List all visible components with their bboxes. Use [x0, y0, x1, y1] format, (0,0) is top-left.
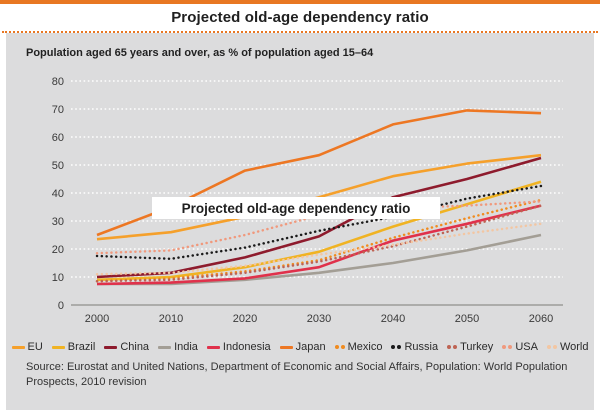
- legend-item-eu: EU: [11, 341, 43, 353]
- source-line-2: Population Prospects, 2010 revision: [26, 361, 568, 388]
- legend-item-usa: USA: [502, 341, 538, 353]
- legend-label: China: [120, 341, 150, 353]
- series-line-turkey: [95, 204, 543, 283]
- x-tick-label: 2000: [85, 313, 109, 325]
- chart-subtitle: Population aged 65 years and over, as % …: [26, 47, 374, 59]
- y-tick-label: 10: [52, 272, 64, 284]
- y-tick-label: 60: [52, 132, 64, 144]
- legend-item-mexico: Mexico: [334, 341, 383, 353]
- x-tick-label: 2040: [381, 313, 405, 325]
- legend-item-india: India: [158, 341, 198, 353]
- y-tick-label: 20: [52, 244, 64, 256]
- legend-swatch-india: [158, 345, 172, 349]
- top-accent-bar: [0, 0, 600, 4]
- series-line-china: [96, 156, 542, 279]
- y-tick-label: 0: [58, 300, 64, 312]
- x-tick-label: 2030: [307, 313, 331, 325]
- legend-swatch-eu: [11, 345, 25, 349]
- x-tick-label: 2050: [455, 313, 479, 325]
- dotted-divider: [2, 31, 598, 33]
- legend-swatch-japan: [279, 345, 293, 349]
- legend-label: India: [174, 341, 198, 353]
- source-line-1: Source: Eurostat and United Nations, Dep…: [26, 361, 513, 373]
- legend-item-japan: Japan: [279, 341, 326, 353]
- legend-item-world: World: [546, 341, 589, 353]
- legend-label: Turkey: [460, 341, 494, 353]
- series-line-russia: [95, 184, 543, 261]
- legend-item-indonesia: Indonesia: [206, 341, 271, 353]
- title-row: Projected old-age dependency ratio: [0, 4, 600, 31]
- legend-label: USA: [515, 341, 538, 353]
- x-tick-label: 2010: [159, 313, 183, 325]
- y-tick-label: 50: [52, 160, 64, 172]
- series-line-india: [97, 233, 542, 286]
- legend-label: Russia: [404, 341, 439, 353]
- legend-item-russia: Russia: [391, 341, 438, 353]
- y-tick-label: 30: [52, 216, 64, 228]
- legend-label: Brazil: [67, 341, 96, 353]
- legend-label: World: [559, 341, 589, 353]
- legend-swatch-world: [546, 345, 557, 349]
- legend-label: Mexico: [347, 341, 383, 353]
- legend-swatch-brazil: [51, 345, 65, 349]
- legend-label: EU: [27, 341, 43, 353]
- legend-swatch-china: [104, 345, 118, 349]
- y-tick-label: 70: [52, 104, 64, 116]
- page-title: Projected old-age dependency ratio: [171, 9, 429, 26]
- legend-swatch-usa: [502, 345, 513, 349]
- legend-label: Indonesia: [222, 341, 271, 353]
- legend-item-turkey: Turkey: [447, 341, 493, 353]
- x-tick-label: 2060: [529, 313, 553, 325]
- chart-legend: EU Brazil China India Indonesia Japan Mexico Ru…: [6, 341, 594, 353]
- series-line-indonesia: [96, 204, 542, 286]
- y-tick-label: 80: [52, 76, 64, 88]
- chart-overlay-label: Projected old-age dependency ratio: [152, 197, 440, 219]
- source-note: Source: Eurostat and United Nations, Dep…: [26, 360, 574, 389]
- legend-swatch-russia: [391, 345, 402, 349]
- legend-swatch-mexico: [334, 345, 345, 349]
- series-line-brazil: [96, 180, 542, 282]
- legend-item-brazil: Brazil: [51, 341, 96, 353]
- legend-swatch-turkey: [447, 345, 458, 349]
- chart-panel: Population aged 65 years and over, as % …: [6, 33, 594, 410]
- y-tick-label: 40: [52, 188, 64, 200]
- legend-swatch-indonesia: [206, 345, 220, 349]
- legend-item-china: China: [104, 341, 149, 353]
- legend-label: Japan: [295, 341, 326, 353]
- x-tick-label: 2020: [233, 313, 257, 325]
